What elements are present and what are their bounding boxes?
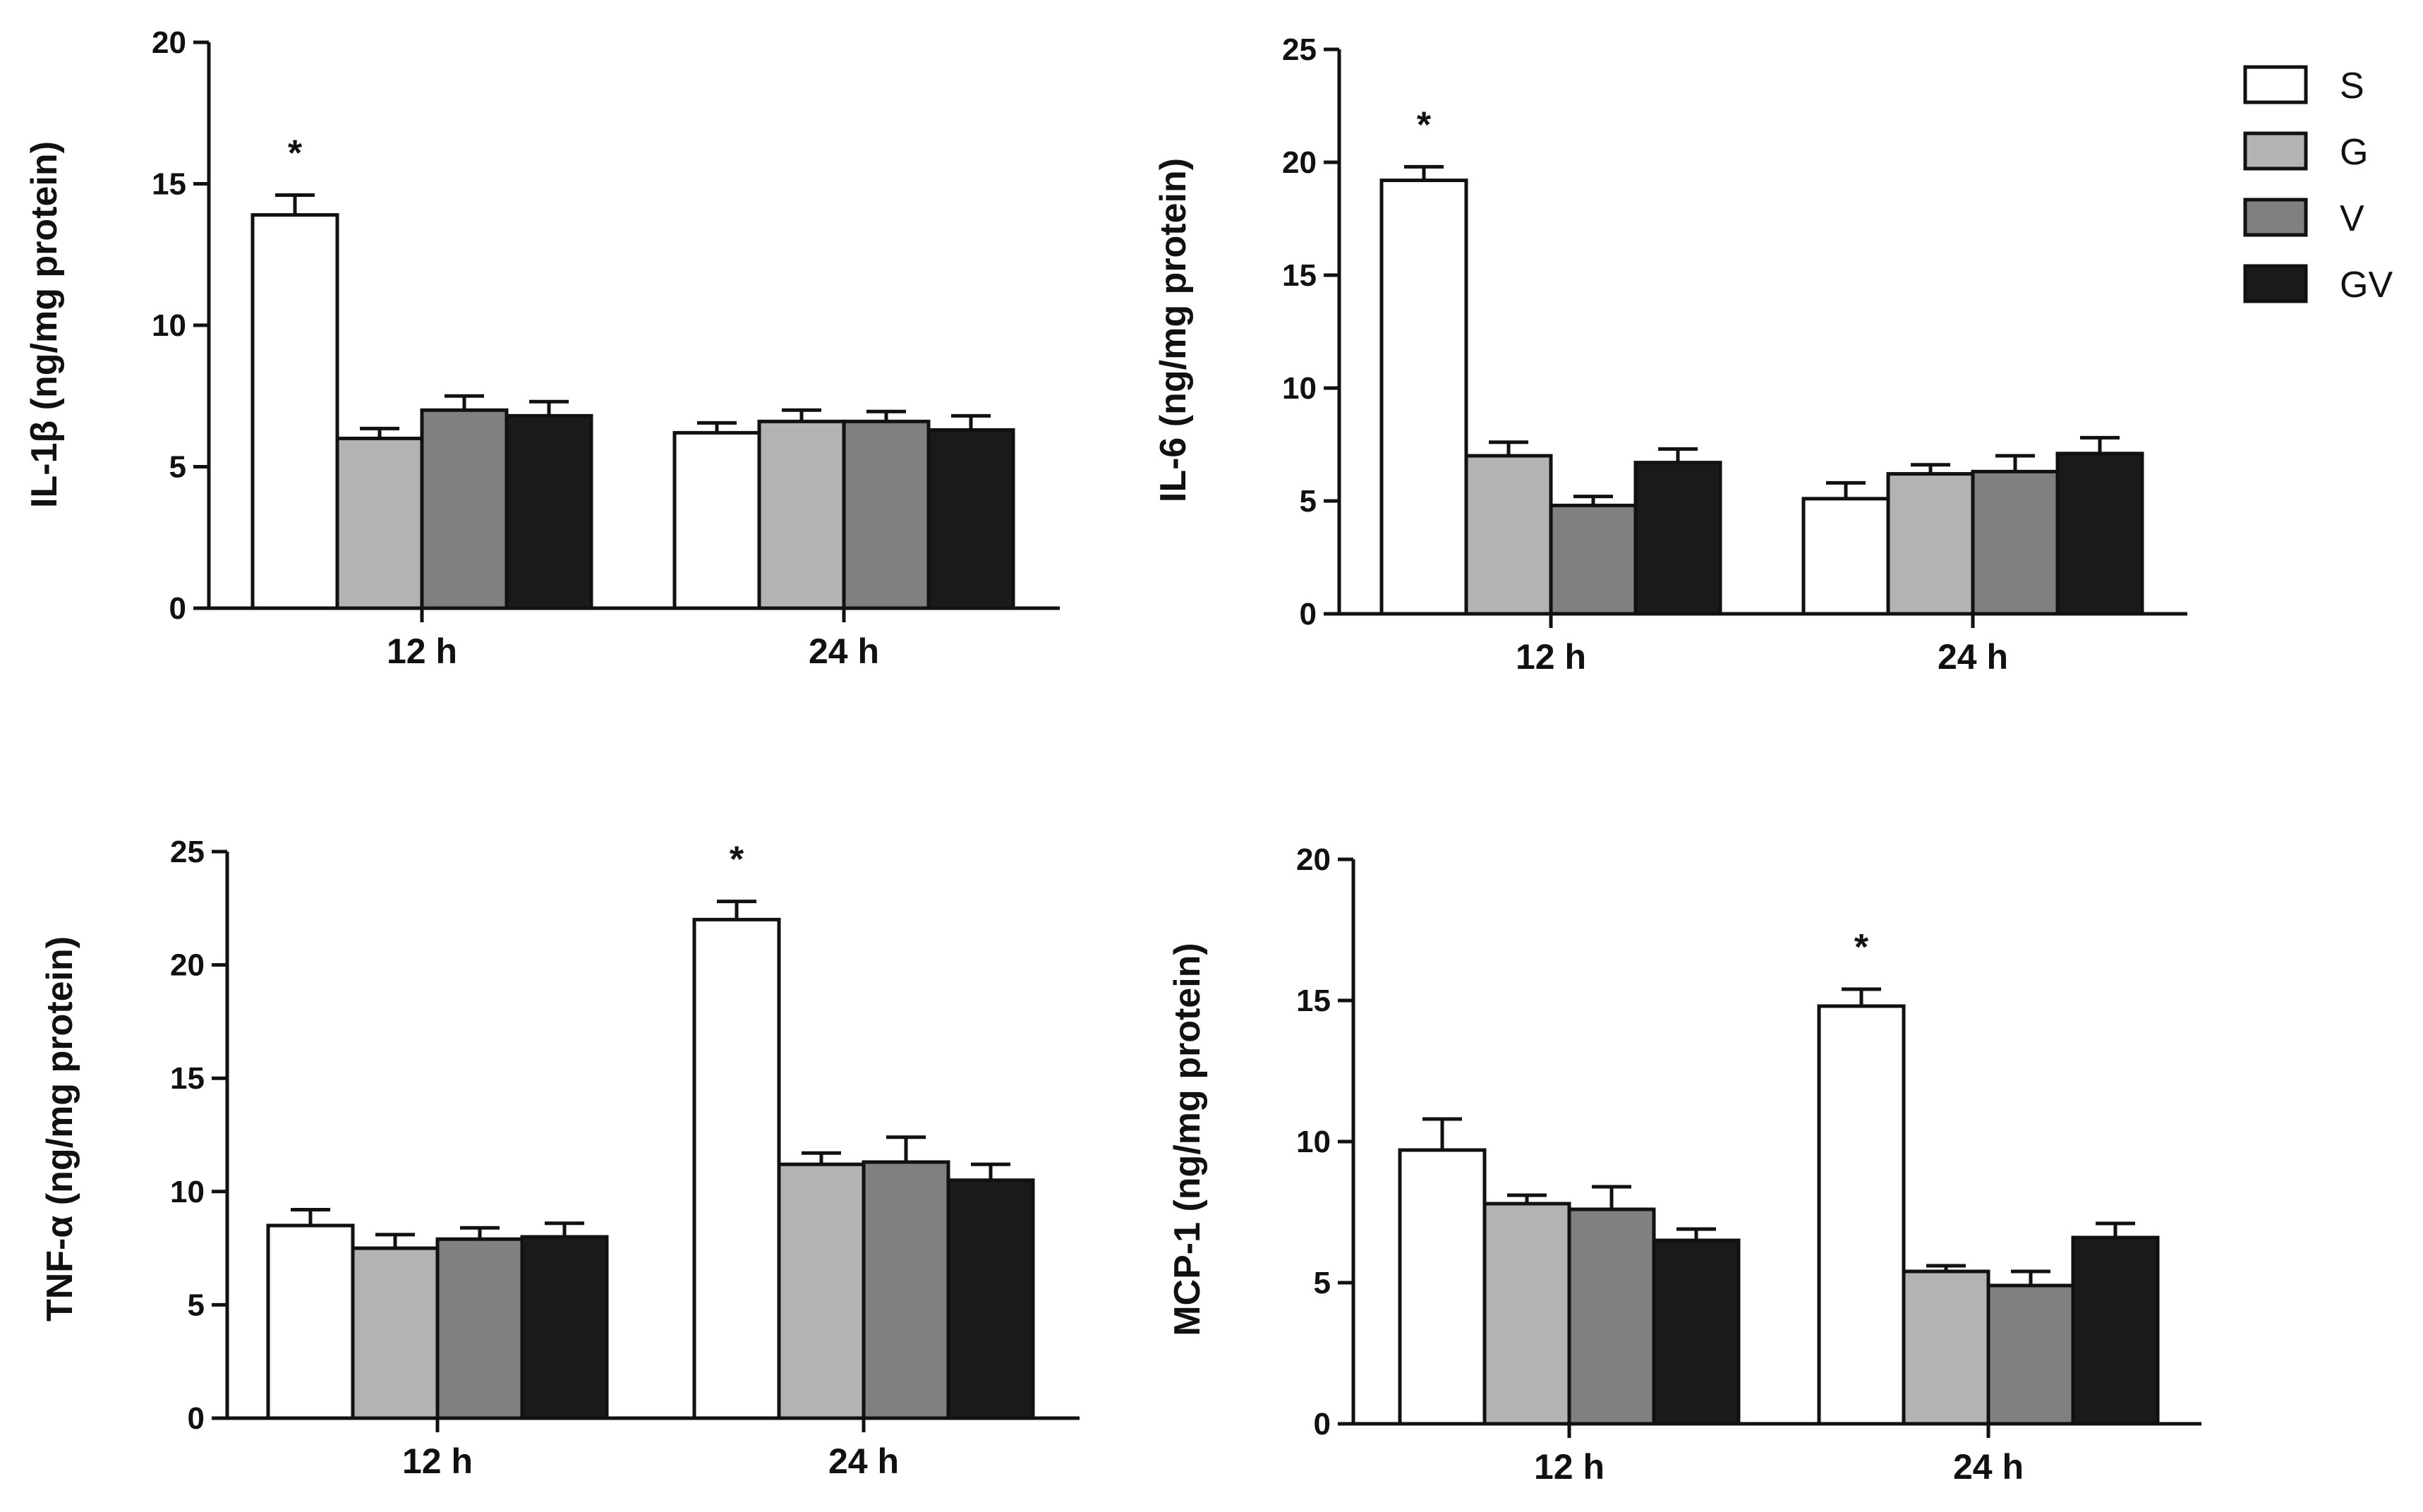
y-tick-label: 10: [1296, 1125, 1331, 1159]
bar-S-24h: [1801, 497, 1890, 616]
x-tick-label: 12 h: [1516, 637, 1586, 677]
bar-G-24h: [1886, 472, 1975, 616]
legend-item-G: G: [2243, 131, 2368, 173]
y-tick-label: 25: [170, 835, 205, 869]
x-tick-label: 24 h: [1938, 637, 2008, 677]
x-tick-label: 24 h: [828, 1441, 899, 1481]
legend-item-GV: GV: [2243, 264, 2393, 306]
bar-GV-12h: [1633, 461, 1722, 616]
y-tick-label: 10: [1282, 371, 1317, 406]
x-tick-label: 12 h: [387, 631, 457, 671]
y-tick-label: 25: [1282, 32, 1317, 67]
chart-top-right: 0 5 10 15 20 25 IL-6 (ng/mg protein) 12 h 24 h *: [1153, 32, 2187, 677]
y-axis-label: MCP-1 (ng/mg protein): [1167, 943, 1208, 1336]
y-tick-label: 20: [1296, 842, 1331, 877]
bar-V-12h: [1549, 503, 1638, 616]
y-tick-label: 15: [152, 167, 186, 202]
legend-item-S: S: [2243, 65, 2364, 107]
legend-item-V: V: [2243, 198, 2364, 239]
bar-V-24h: [842, 419, 931, 610]
legend-swatch: [2243, 198, 2308, 237]
bar-S-24h: [672, 430, 761, 610]
y-tick-label: 0: [1314, 1407, 1331, 1441]
bar-S-24h: [1817, 1004, 1906, 1426]
bar-V-12h: [435, 1237, 524, 1420]
y-tick-label: 5: [1314, 1266, 1331, 1300]
bar-G-24h: [757, 419, 846, 610]
x-tick-label: 24 h: [809, 631, 879, 671]
bar-GV-24h: [2055, 452, 2144, 616]
bar-GV-12h: [520, 1235, 609, 1420]
x-tick-label: 24 h: [1953, 1447, 2024, 1487]
y-tick-label: 5: [188, 1288, 205, 1322]
y-tick-label: 0: [188, 1401, 205, 1436]
y-tick-label: 0: [1300, 597, 1317, 631]
bar-G-12h: [1464, 454, 1553, 616]
bar-G-24h: [777, 1162, 866, 1420]
bar-G-24h: [1902, 1269, 1990, 1426]
legend-swatch: [2243, 264, 2308, 303]
charts: 0 5 10 15 20 IL-1β (ng/mg protein) 12 h 24 h * 0 5…: [24, 25, 2201, 1487]
significance-star: *: [288, 133, 303, 174]
bar-G-12h: [1482, 1202, 1571, 1426]
bar-S-24h: [692, 917, 781, 1420]
chart-bottom-left: 0 5 10 15 20 25 TNF-α (ng/mg protein) 12 h 24 h *: [40, 835, 1080, 1481]
bar-S-12h: [1379, 179, 1468, 616]
y-tick-label: 10: [152, 308, 186, 343]
y-tick-label: 20: [152, 25, 186, 60]
chart-top-left: 0 5 10 15 20 IL-1β (ng/mg protein) 12 h 24 h *: [24, 25, 1060, 671]
bar-G-12h: [335, 436, 424, 610]
y-tick-label: 15: [170, 1061, 205, 1096]
bar-GV-24h: [2071, 1235, 2160, 1426]
bar-V-24h: [1986, 1283, 2075, 1426]
bar-V-12h: [420, 408, 509, 610]
y-tick-label: 15: [1296, 984, 1331, 1018]
y-tick-label: 0: [169, 591, 186, 626]
y-tick-label: 5: [1300, 484, 1317, 519]
bar-GV-12h: [504, 413, 593, 610]
significance-star: *: [1417, 104, 1432, 145]
bar-GV-12h: [1652, 1238, 1741, 1426]
bar-GV-24h: [926, 428, 1015, 610]
bar-V-24h: [1971, 469, 2060, 616]
bar-G-12h: [351, 1246, 440, 1420]
y-tick-label: 20: [170, 948, 205, 983]
legend-label: GV: [2340, 265, 2393, 306]
y-axis-label: TNF-α (ng/mg protein): [40, 936, 80, 1322]
legend-label: V: [2340, 198, 2364, 239]
significance-star: *: [730, 840, 744, 881]
y-tick-label: 20: [1282, 145, 1317, 180]
bar-S-12h: [266, 1223, 355, 1420]
legend-label: S: [2340, 66, 2364, 107]
bar-V-24h: [862, 1160, 950, 1420]
legend-swatch: [2243, 65, 2308, 104]
bar-S-12h: [1398, 1148, 1487, 1426]
bar-S-12h: [250, 213, 339, 610]
y-axis-label: IL-6 (ng/mg protein): [1153, 158, 1194, 502]
x-tick-label: 12 h: [402, 1441, 473, 1481]
legend-label: G: [2340, 132, 2368, 173]
y-tick-label: 5: [169, 450, 186, 485]
bar-GV-24h: [946, 1178, 1035, 1420]
chart-bottom-right: 0 5 10 15 20 MCP-1 (ng/mg protein) 12 h 24 h *: [1167, 842, 2201, 1487]
y-tick-label: 10: [170, 1175, 205, 1209]
legend-swatch: [2243, 131, 2308, 171]
y-axis-label: IL-1β (ng/mg protein): [24, 141, 65, 508]
significance-star: *: [1854, 927, 1869, 968]
bar-V-12h: [1567, 1207, 1656, 1426]
x-tick-label: 12 h: [1534, 1447, 1605, 1487]
y-tick-label: 15: [1282, 258, 1317, 293]
